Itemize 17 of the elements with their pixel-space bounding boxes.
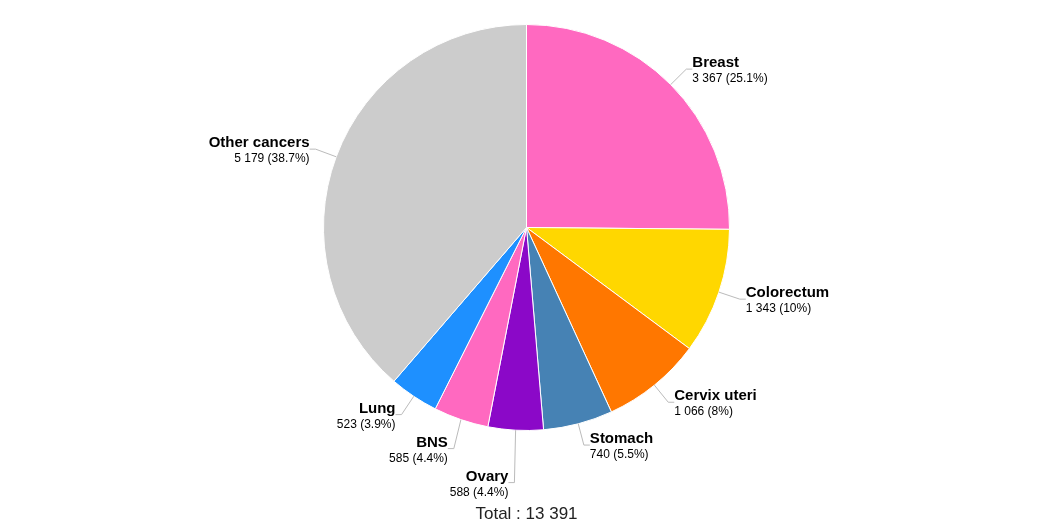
slice-label: Lung bbox=[358, 398, 396, 416]
slice-label: Breast bbox=[692, 53, 740, 71]
slice-label: Stomach bbox=[589, 429, 654, 447]
data-label: 740 (5.5%) bbox=[589, 447, 649, 462]
data-label: 1 343 (10%) bbox=[745, 301, 812, 316]
data-label: 523 (3.9%) bbox=[336, 416, 396, 431]
text: Total : 13 391 bbox=[475, 504, 578, 523]
slice-label: BNS bbox=[416, 432, 448, 450]
data-label: 3 367 (25.1%) bbox=[692, 71, 768, 86]
data-label: 588 (4.4%) bbox=[449, 484, 509, 499]
data-label: 1 066 (8%) bbox=[674, 404, 733, 419]
slice-label: Other cancers bbox=[208, 133, 310, 151]
data-label: 5 179 (38.7%) bbox=[234, 151, 310, 166]
slice-label: Ovary bbox=[465, 466, 510, 484]
slice-label: Colorectum bbox=[745, 283, 830, 301]
slice-label: Cervix uteri bbox=[674, 386, 757, 404]
data-label: 585 (4.4%) bbox=[389, 450, 448, 465]
